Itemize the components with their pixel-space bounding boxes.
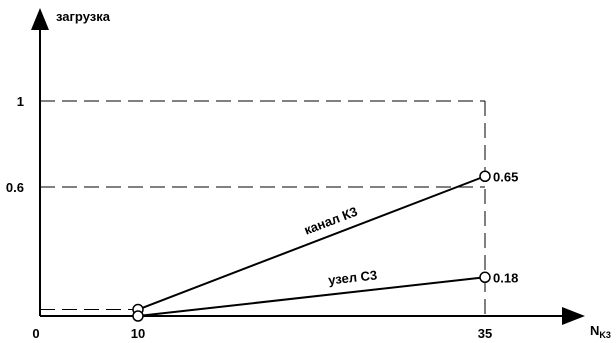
series-line-1	[137, 276, 486, 317]
y-axis-arrow	[31, 8, 49, 30]
x-axis-title-main: N	[590, 323, 599, 338]
markers	[132, 170, 491, 322]
series-label-0: канал К3	[302, 204, 360, 238]
series-lines	[137, 175, 486, 317]
labels: загрузка NK3 0.65 канал К3 0.18 узел С3 1 0.6…	[6, 9, 611, 341]
axes	[31, 8, 585, 325]
point-marker-1-0	[132, 310, 144, 322]
x-tick-label-0: 0	[32, 326, 39, 341]
x-axis-arrow	[562, 307, 585, 325]
x-tick-label-1: 10	[131, 326, 145, 341]
data-label-0: 0.65	[493, 169, 518, 184]
x-axis-title-subscript: K3	[599, 330, 611, 340]
point-marker-1-1	[479, 271, 491, 284]
series-line-0	[137, 175, 486, 311]
y-tick-label-0: 1	[17, 94, 24, 109]
series-label-1: узел С3	[327, 267, 377, 287]
point-marker-0-1	[479, 170, 491, 182]
y-axis-title: загрузка	[56, 9, 111, 24]
data-label-1: 0.18	[493, 270, 518, 285]
x-tick-label-2: 35	[478, 326, 492, 341]
y-tick-label-1: 0.6	[6, 180, 24, 195]
x-axis-title: NK3	[590, 323, 611, 340]
